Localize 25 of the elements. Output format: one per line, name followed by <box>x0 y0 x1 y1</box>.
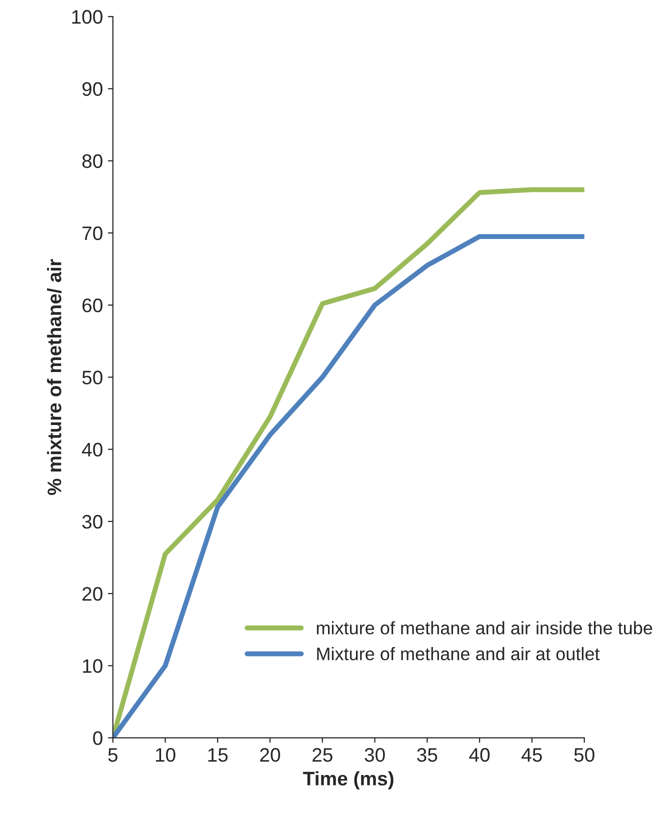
legend-label: mixture of methane and air inside the tube <box>316 621 652 634</box>
x-tick-label: 5 <box>108 748 118 762</box>
x-tick-label: 10 <box>156 748 176 762</box>
x-tick-label: 45 <box>522 748 542 762</box>
y-axis-title: % mixture of methane/ air <box>47 259 62 496</box>
y-tick-label: 70 <box>82 226 102 240</box>
x-tick-label: 25 <box>312 748 332 762</box>
x-axis-title: Time (ms) <box>303 771 394 790</box>
x-tick-label: 50 <box>574 748 594 762</box>
x-tick-label: 15 <box>208 748 228 762</box>
y-tick-label: 60 <box>82 298 102 312</box>
y-tick-label: 30 <box>82 514 102 529</box>
legend-label: Mixture of methane and air at outlet <box>317 647 600 660</box>
y-tick-label: 20 <box>82 587 102 601</box>
x-tick-label: 30 <box>364 748 385 762</box>
y-tick-label: 50 <box>82 370 102 384</box>
y-tick-label: 10 <box>83 659 102 673</box>
x-tick-label: 40 <box>469 748 490 762</box>
x-tick-label: 20 <box>260 748 280 762</box>
y-tick-label: 90 <box>82 82 102 96</box>
y-tick-label: 0 <box>93 731 102 746</box>
y-tick-label: 80 <box>82 154 102 168</box>
x-tick-label: 35 <box>417 748 438 762</box>
y-tick-label: 40 <box>82 442 102 457</box>
y-tick-label: 100 <box>72 10 102 24</box>
